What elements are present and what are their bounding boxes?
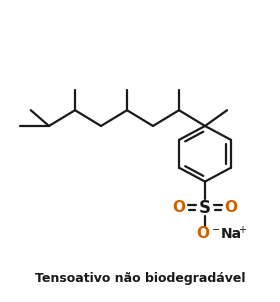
Text: Na: Na [221, 226, 242, 240]
Text: O: O [172, 200, 185, 215]
Text: O: O [197, 226, 209, 241]
Text: +: + [238, 225, 246, 235]
Text: S: S [199, 198, 211, 217]
Text: Tensoativo não biodegradável: Tensoativo não biodegradável [35, 271, 245, 284]
Text: O: O [225, 200, 237, 215]
Text: −: − [212, 225, 220, 235]
